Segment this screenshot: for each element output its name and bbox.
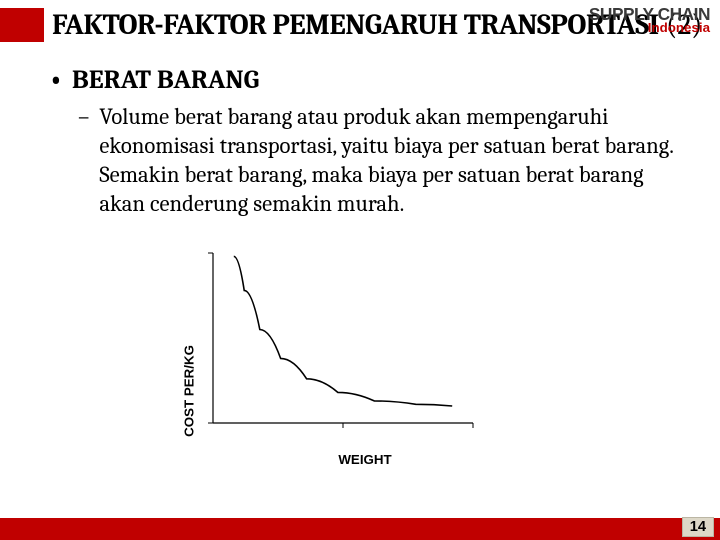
chart-svg [195, 245, 485, 437]
bullet2-marker: – [78, 104, 89, 130]
content-area: • BERAT BARANG – Volume berat barang ata… [0, 46, 720, 445]
bullet-level1: • BERAT BARANG [50, 64, 680, 95]
bullet2-text: Volume berat barang atau produk akan mem… [99, 103, 680, 219]
chart-x-label: WEIGHT [338, 452, 391, 467]
bullet1-marker: • [50, 64, 62, 95]
chart-y-label: COST PER/KG [182, 345, 197, 437]
accent-block [0, 8, 44, 42]
footer-bar [0, 518, 720, 540]
title-main: FAKTOR-FAKTOR PEMENGARUH TRANSPORTASI [52, 9, 659, 42]
page-number: 14 [682, 517, 714, 537]
bullet1-text: BERAT BARANG [72, 64, 259, 95]
bullet-level2: – Volume berat barang atau produk akan m… [78, 103, 680, 219]
slide: FAKTOR-FAKTOR PEMENGARUH TRANSPORTASI (2… [0, 0, 720, 540]
chart: COST PER/KG WEIGHT [195, 245, 535, 445]
logo: SUPPLY CHAIN Indonesia [589, 6, 710, 35]
